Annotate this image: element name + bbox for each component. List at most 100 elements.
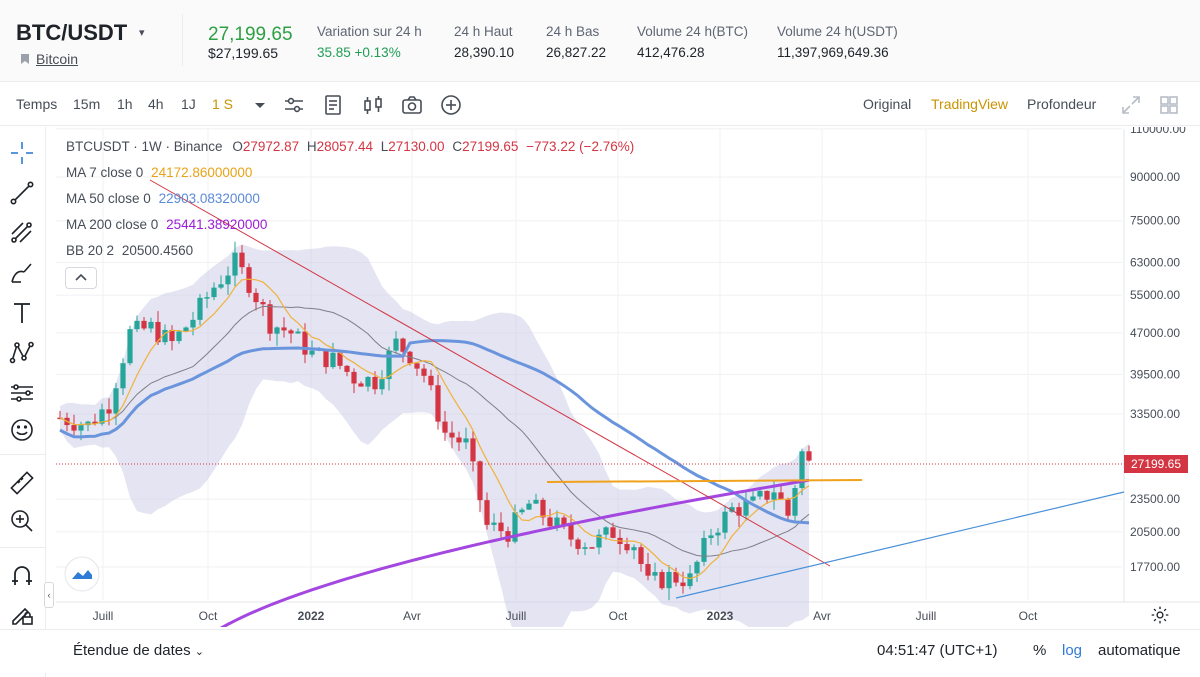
candle-down: [806, 451, 812, 461]
fullscreen-icon[interactable]: [1119, 93, 1143, 117]
candle-down: [785, 499, 791, 516]
candle-down: [155, 321, 161, 343]
interval-1d[interactable]: 1J: [181, 96, 196, 112]
chevron-up-icon: [75, 273, 87, 281]
pair-dropdown-icon[interactable]: ▾: [139, 27, 145, 39]
coin-name[interactable]: Bitcoin: [36, 51, 79, 67]
settings-gear-icon[interactable]: [1150, 605, 1170, 625]
coin-link[interactable]: Bitcoin: [20, 51, 78, 67]
candle-down: [736, 507, 742, 516]
fib-tool-icon[interactable]: [9, 220, 35, 246]
candle-up: [491, 522, 497, 525]
time-label[interactable]: Temps: [16, 96, 58, 112]
time-tick-label: Avr: [403, 609, 421, 623]
candle-up: [204, 297, 210, 299]
price-tick-label: 20500.00: [1130, 525, 1180, 539]
zoom-in-icon[interactable]: [9, 508, 35, 534]
candle-down: [267, 304, 273, 334]
interval-4h[interactable]: 4h: [148, 96, 164, 112]
candle-down: [253, 292, 259, 303]
candle-down: [540, 499, 546, 518]
pair-title[interactable]: BTC/USDT: [16, 20, 128, 45]
toolbar-collapse-handle[interactable]: ‹: [44, 582, 54, 608]
text-tool-icon[interactable]: [9, 300, 35, 326]
legend-l-label: L: [380, 139, 389, 154]
price-tick-label: 110000.00: [1130, 127, 1186, 136]
candle-down: [449, 432, 455, 438]
ma200-legend[interactable]: MA 200 close 0 25441.38920000: [66, 217, 267, 232]
candle-up: [162, 329, 168, 343]
stat-value: 412,476.28: [637, 45, 705, 60]
legend-close: 27199.65: [462, 139, 519, 154]
tools-divider: [0, 454, 46, 455]
candle-up: [694, 561, 700, 574]
candle-up: [386, 350, 392, 380]
legend-collapse-button[interactable]: [65, 267, 97, 289]
pattern-tool-icon[interactable]: [9, 340, 35, 366]
percent-toggle[interactable]: %: [1033, 642, 1047, 659]
trendline-icon[interactable]: [9, 180, 35, 206]
candle-up: [526, 503, 532, 510]
candle-down: [337, 352, 343, 366]
log-toggle[interactable]: log: [1062, 642, 1083, 659]
candle-up: [120, 363, 126, 389]
interval-1h[interactable]: 1h: [117, 96, 133, 112]
date-range-button[interactable]: Étendue de dates ⌄: [73, 642, 204, 659]
emoji-icon[interactable]: [9, 417, 35, 443]
magnet-icon[interactable]: [9, 563, 35, 589]
legend-h-label: H: [306, 139, 317, 154]
legend-open: 27972.87: [242, 139, 300, 154]
date-range-label: Étendue de dates: [73, 642, 191, 659]
candle-down: [106, 409, 112, 414]
camera-icon[interactable]: [400, 93, 424, 117]
view-depth[interactable]: Profondeur: [1027, 96, 1097, 112]
tradingview-logo-icon[interactable]: [64, 556, 100, 592]
indicators-icon[interactable]: [321, 93, 345, 117]
candle-down: [351, 371, 357, 384]
candle-down: [414, 363, 420, 369]
price-tick-label: 90000.00: [1130, 170, 1180, 184]
candle-type-icon[interactable]: [361, 93, 385, 117]
candle-down: [589, 547, 595, 549]
chart-bottom-bar: Étendue de dates ⌄ 04:51:47 (UTC+1) % lo…: [0, 629, 1200, 673]
add-icon[interactable]: [439, 93, 463, 117]
candle-up: [729, 507, 735, 512]
ma7-legend[interactable]: MA 7 close 0 24172.86000000: [66, 165, 252, 180]
candle-down: [568, 524, 574, 540]
ma7-line: [59, 278, 810, 580]
view-original[interactable]: Original: [863, 96, 912, 112]
layout-grid-icon[interactable]: [1157, 93, 1181, 117]
draw-lock-icon[interactable]: [9, 601, 35, 627]
candle-up: [666, 571, 672, 589]
stat-change-24h: Variation sur 24 h 35.85 +0.13%: [317, 24, 422, 60]
price-chart[interactable]: 110000.00 90000.00 75000.00 63000.00 55000.0…: [0, 127, 1200, 627]
indicator-settings-icon[interactable]: [282, 93, 306, 117]
brush-icon[interactable]: [9, 260, 35, 286]
time-tick-label: Avr: [813, 609, 831, 623]
interval-15m[interactable]: 15m: [73, 96, 101, 112]
clock[interactable]: 04:51:47 (UTC+1): [877, 642, 998, 659]
candle-up: [330, 352, 336, 368]
candle-up: [127, 329, 133, 364]
interval-dropdown-icon[interactable]: [248, 93, 272, 117]
legend-low: 27130.00: [388, 139, 445, 154]
candle-up: [232, 252, 238, 276]
candle-down: [288, 330, 294, 334]
crosshair-icon[interactable]: [9, 140, 35, 166]
stat-high-24h: 24 h Haut 28,390.10: [454, 24, 514, 60]
view-tradingview[interactable]: TradingView: [931, 96, 1009, 112]
ruler-icon[interactable]: [9, 470, 35, 496]
candle-up: [85, 421, 91, 426]
candle-down: [673, 571, 679, 583]
bb-legend[interactable]: BB 20 2 20500.4560: [66, 243, 193, 258]
time-tick-label: Oct: [609, 609, 628, 623]
tools-divider: [0, 547, 46, 548]
candle-down: [344, 365, 350, 372]
position-tool-icon[interactable]: [9, 380, 35, 406]
auto-toggle[interactable]: automatique: [1098, 642, 1181, 659]
stat-low-24h: 24 h Bas 26,827.22: [546, 24, 606, 60]
interval-1w[interactable]: 1 S: [212, 96, 234, 112]
ma50-legend[interactable]: MA 50 close 0 22903.08320000: [66, 191, 260, 206]
stat-label: 24 h Haut: [454, 24, 513, 39]
candle-down: [575, 539, 581, 549]
